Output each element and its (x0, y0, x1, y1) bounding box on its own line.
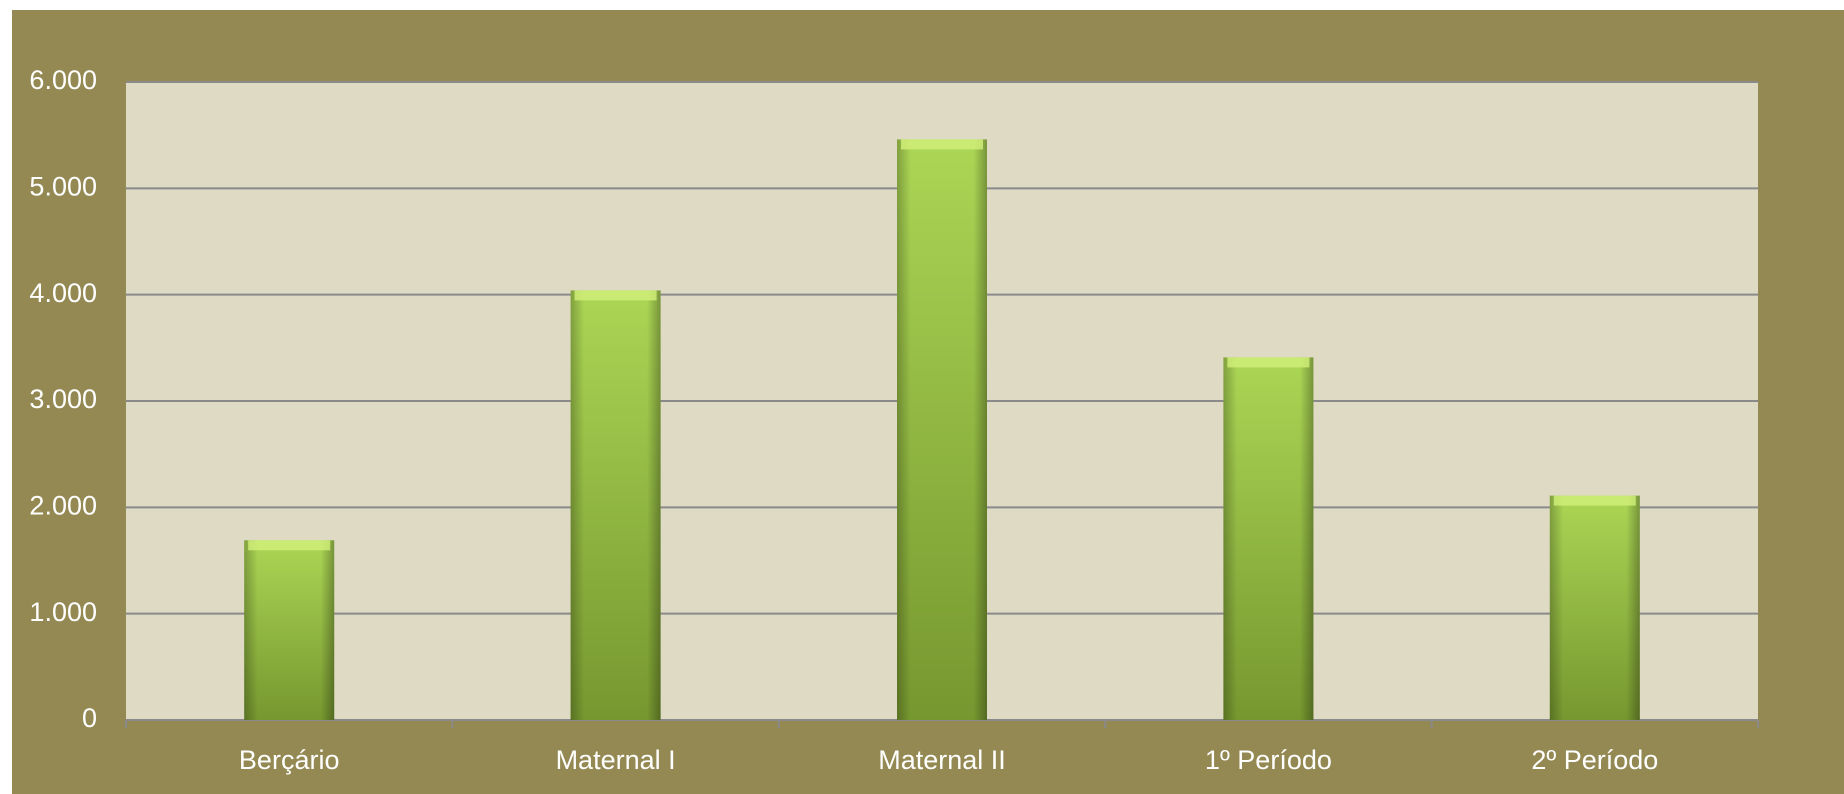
x-tick-label: Maternal I (556, 745, 676, 775)
x-tick-label: 1º Período (1205, 745, 1332, 775)
y-tick-label: 4.000 (29, 278, 97, 308)
bar-shade (1549, 495, 1640, 720)
x-tick-label: Maternal II (878, 745, 1006, 775)
y-tick-label: 1.000 (29, 597, 97, 627)
bar-shade (897, 139, 987, 721)
y-tick-label: 6.000 (29, 65, 97, 95)
y-tick-label: 2.000 (29, 490, 97, 520)
y-tick-label: 5.000 (29, 171, 97, 201)
bar-bevel (1553, 495, 1636, 506)
bar-shade (1223, 357, 1314, 720)
y-tick-label: 3.000 (29, 384, 97, 414)
bar-shade (570, 290, 661, 720)
bar-shade (244, 540, 335, 720)
x-tick-label: 2º Período (1531, 745, 1658, 775)
bar-bevel (574, 290, 657, 301)
bar-bevel (901, 139, 983, 150)
bar-bevel (248, 540, 331, 551)
y-tick-label: 0 (82, 703, 97, 733)
bar-bevel (1227, 357, 1310, 368)
x-tick-label: Berçário (239, 745, 340, 775)
